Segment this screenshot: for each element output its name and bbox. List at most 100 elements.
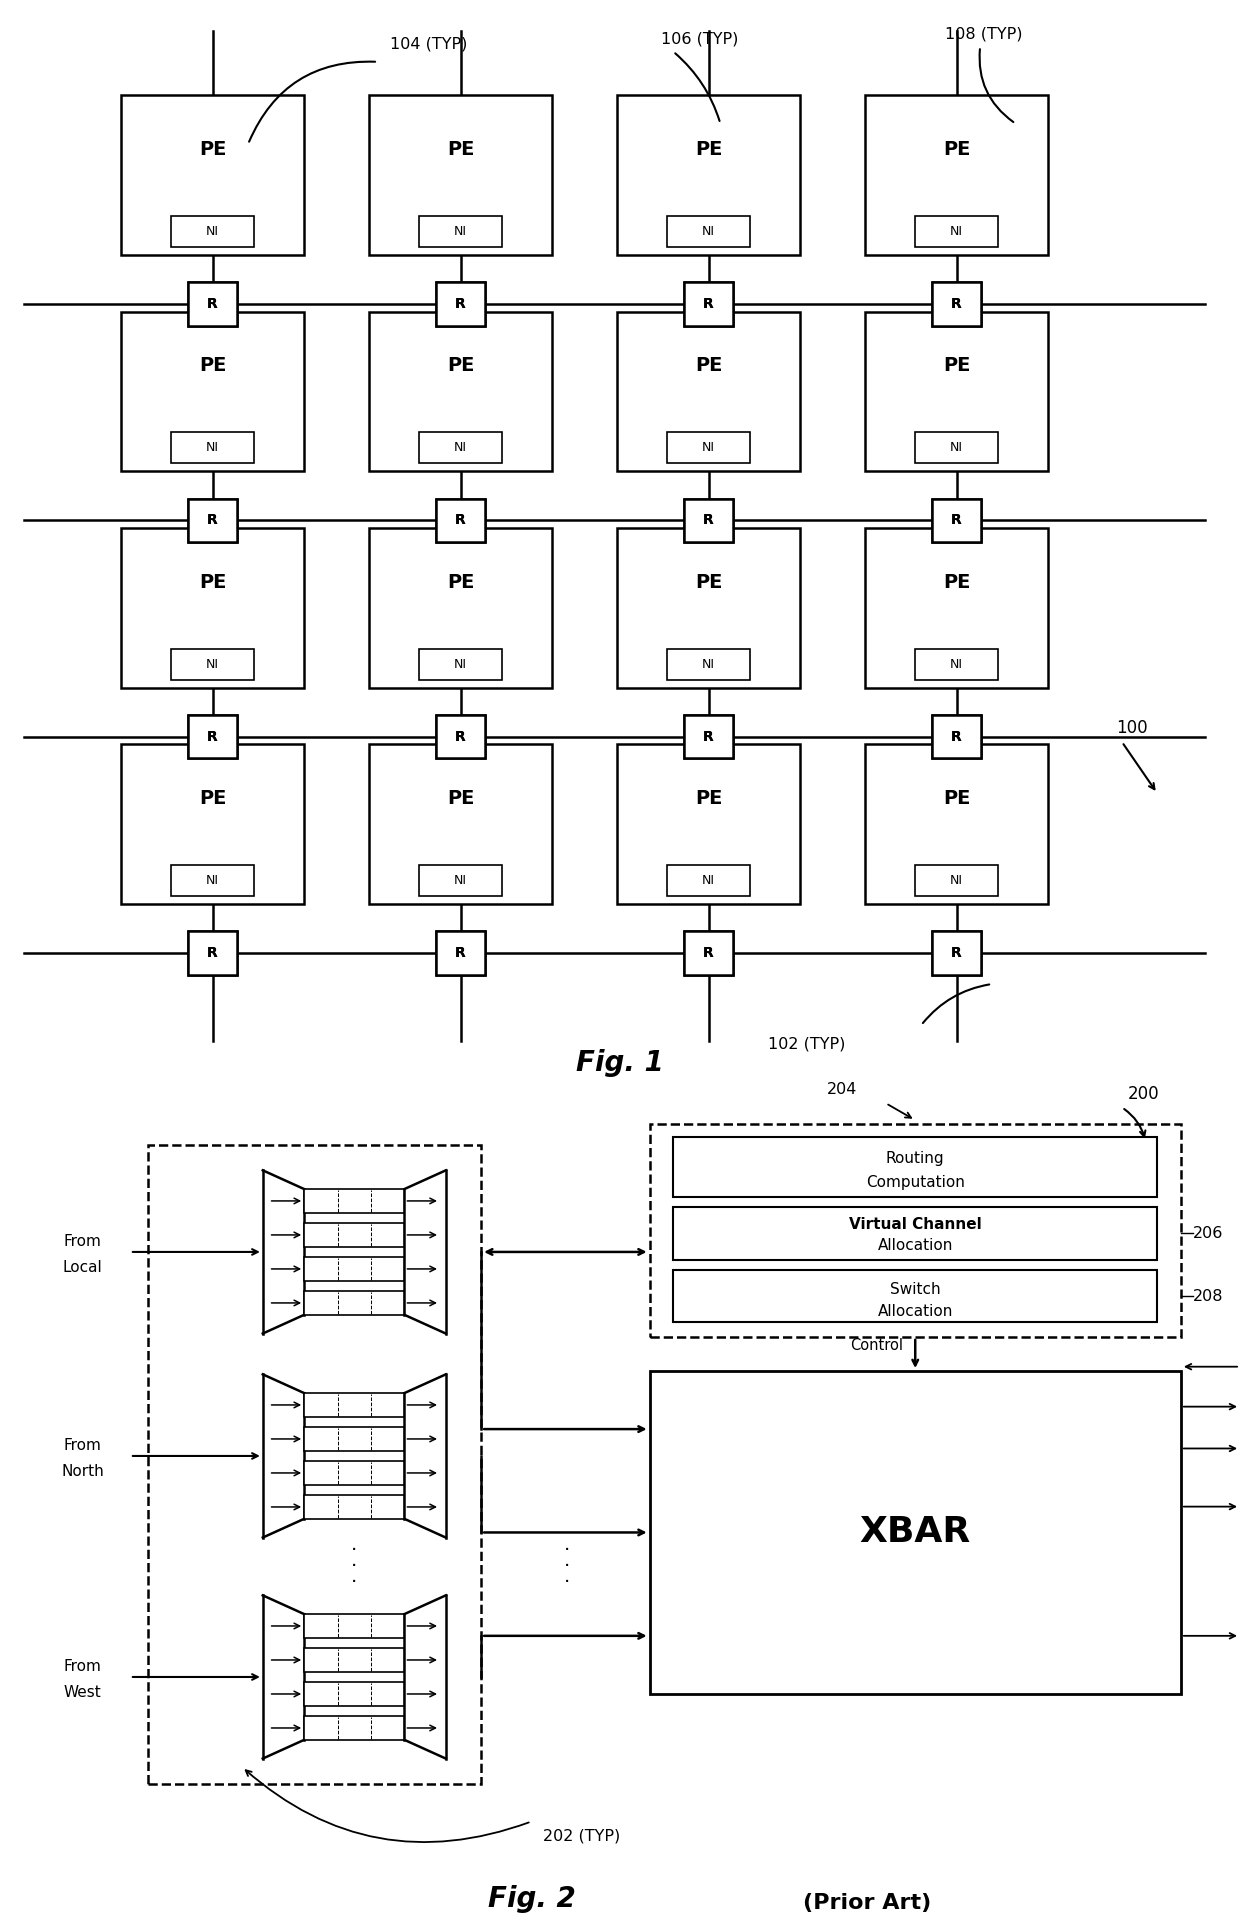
Bar xyxy=(304,1613,404,1638)
Bar xyxy=(683,282,733,327)
Text: NI: NI xyxy=(950,224,963,238)
Bar xyxy=(419,433,502,464)
Bar xyxy=(931,498,981,543)
Text: R: R xyxy=(207,730,218,744)
Bar xyxy=(915,866,998,896)
Bar xyxy=(435,715,485,759)
Text: PE: PE xyxy=(198,572,226,591)
Bar xyxy=(683,498,733,543)
Text: R: R xyxy=(455,298,466,311)
Text: Control: Control xyxy=(851,1339,903,1352)
Text: PE: PE xyxy=(694,139,722,158)
Text: R: R xyxy=(207,730,218,744)
Bar xyxy=(683,715,733,759)
Text: R: R xyxy=(951,514,962,527)
Bar xyxy=(866,95,1048,255)
Bar xyxy=(304,1223,404,1246)
Bar xyxy=(650,1372,1180,1694)
Text: R: R xyxy=(951,947,962,960)
Bar xyxy=(435,282,485,327)
Text: Fig. 1: Fig. 1 xyxy=(577,1049,663,1076)
Text: R: R xyxy=(703,298,714,311)
Text: NI: NI xyxy=(702,873,715,887)
Text: 108 (TYP): 108 (TYP) xyxy=(945,27,1022,41)
Bar xyxy=(435,931,485,976)
Text: NI: NI xyxy=(206,224,219,238)
Bar xyxy=(915,216,998,247)
Text: XBAR: XBAR xyxy=(859,1515,971,1549)
Bar xyxy=(304,1291,404,1316)
Text: R: R xyxy=(703,730,714,744)
Text: PE: PE xyxy=(446,139,474,158)
Text: R: R xyxy=(207,514,218,527)
Text: R: R xyxy=(703,514,714,527)
Bar xyxy=(148,1146,481,1783)
Bar xyxy=(187,931,237,976)
Text: 204: 204 xyxy=(827,1082,857,1097)
Text: R: R xyxy=(951,730,962,744)
Bar xyxy=(667,649,750,680)
Text: PE: PE xyxy=(942,139,970,158)
Text: PE: PE xyxy=(198,139,226,158)
Bar xyxy=(304,1188,404,1213)
Text: PE: PE xyxy=(446,572,474,591)
Bar xyxy=(187,282,237,327)
Text: PE: PE xyxy=(694,572,722,591)
Text: NI: NI xyxy=(454,873,467,887)
Text: 200: 200 xyxy=(1128,1086,1159,1103)
Text: R: R xyxy=(703,947,714,960)
Text: NI: NI xyxy=(206,873,219,887)
Text: (Prior Art): (Prior Art) xyxy=(804,1893,931,1913)
Text: ·
·
·: · · · xyxy=(351,1542,357,1592)
Text: R: R xyxy=(455,947,466,960)
Bar xyxy=(683,931,733,976)
Text: NI: NI xyxy=(702,224,715,238)
Bar xyxy=(915,649,998,680)
Text: NI: NI xyxy=(454,657,467,670)
Text: NI: NI xyxy=(950,440,963,454)
Bar xyxy=(931,931,981,976)
Bar xyxy=(650,1124,1180,1337)
Text: R: R xyxy=(207,947,218,960)
Bar xyxy=(931,498,981,543)
Bar xyxy=(304,1393,404,1416)
Text: NI: NI xyxy=(950,873,963,887)
Text: Allocation: Allocation xyxy=(878,1304,952,1320)
Text: PE: PE xyxy=(942,572,970,591)
Bar xyxy=(370,95,552,255)
Bar xyxy=(370,744,552,904)
Text: R: R xyxy=(455,514,466,527)
Text: R: R xyxy=(951,947,962,960)
Text: Local: Local xyxy=(63,1260,103,1275)
Bar xyxy=(304,1495,404,1519)
Bar xyxy=(171,649,254,680)
Bar xyxy=(866,311,1048,471)
Text: PE: PE xyxy=(198,355,226,375)
Bar xyxy=(915,433,998,464)
Bar xyxy=(435,282,485,327)
Text: R: R xyxy=(951,298,962,311)
Text: R: R xyxy=(951,730,962,744)
Bar xyxy=(187,715,237,759)
Text: Routing: Routing xyxy=(885,1151,945,1165)
Bar xyxy=(683,715,733,759)
Bar xyxy=(419,866,502,896)
Text: West: West xyxy=(63,1685,102,1700)
Bar xyxy=(171,216,254,247)
Text: PE: PE xyxy=(198,788,226,808)
Text: NI: NI xyxy=(454,440,467,454)
Bar xyxy=(866,744,1048,904)
Text: Switch: Switch xyxy=(890,1281,941,1296)
Text: R: R xyxy=(455,947,466,960)
Bar xyxy=(667,433,750,464)
Text: R: R xyxy=(455,730,466,744)
Bar xyxy=(171,433,254,464)
Bar xyxy=(122,311,304,471)
Text: R: R xyxy=(455,730,466,744)
Bar xyxy=(683,498,733,543)
Text: 102 (TYP): 102 (TYP) xyxy=(768,1036,844,1051)
Text: NI: NI xyxy=(702,657,715,670)
Bar xyxy=(618,95,800,255)
Bar xyxy=(866,527,1048,688)
Bar xyxy=(673,1208,1157,1260)
